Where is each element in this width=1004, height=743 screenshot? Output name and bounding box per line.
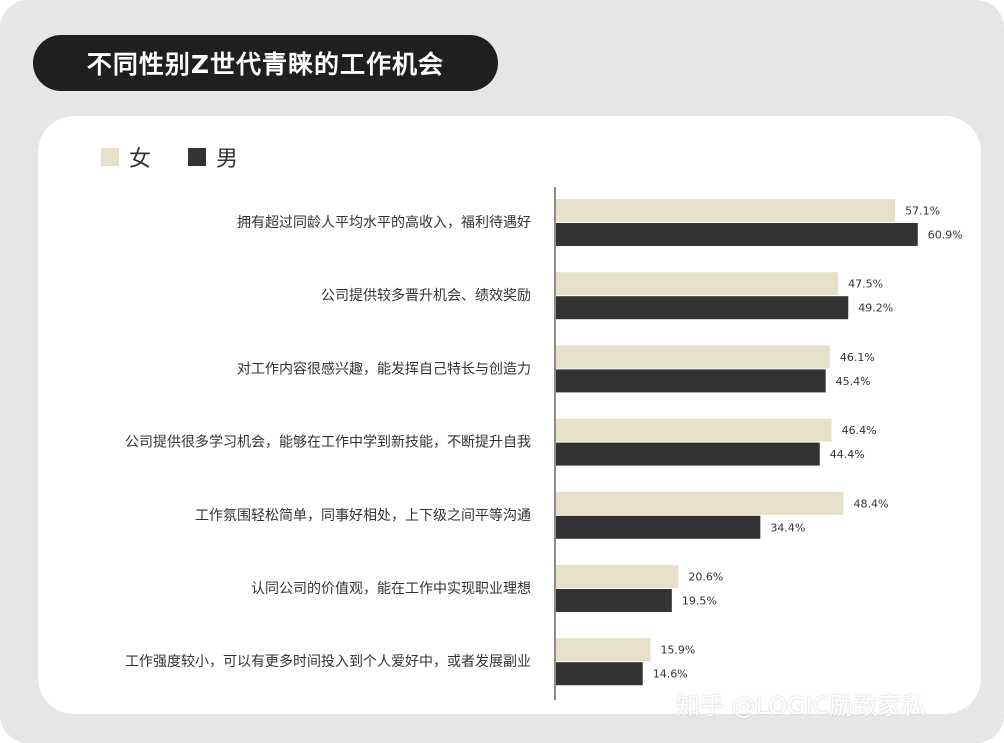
- data-label-male: 44.4%: [830, 448, 865, 461]
- bar-male: [556, 296, 849, 320]
- category-label: 拥有超过同龄人平均水平的高收入，福利待遇好: [237, 214, 531, 231]
- data-label-female: 57.1%: [905, 205, 940, 218]
- data-label-male: 49.2%: [858, 302, 893, 315]
- bar-male: [556, 223, 918, 246]
- bar-male: [556, 442, 820, 466]
- bar-female: [556, 418, 832, 442]
- bar-female: [556, 345, 830, 369]
- title-pill: 不同性别Z世代青睐的工作机会: [33, 35, 498, 91]
- data-label-female: 20.6%: [688, 571, 723, 584]
- data-label-female: 47.5%: [848, 278, 883, 291]
- category-label: 公司提供很多学习机会，能够在工作中学到新技能，不断提升自我: [125, 434, 531, 451]
- data-label-male: 60.9%: [928, 229, 963, 242]
- bar-male: [556, 515, 761, 539]
- category-label: 公司提供较多晋升机会、绩效奖励: [321, 287, 531, 304]
- legend-swatch-female: [101, 148, 119, 166]
- category-label: 对工作内容很感兴趣，能发挥自己特长与创造力: [237, 360, 531, 377]
- data-label-female: 48.4%: [853, 497, 888, 510]
- category-label: 工作强度较小，可以有更多时间投入到个人爱好中，或者发展副业: [125, 653, 531, 670]
- legend-item-male: 男: [188, 144, 239, 172]
- legend-swatch-male: [188, 148, 206, 166]
- bar-female: [556, 272, 839, 296]
- data-label-male: 19.5%: [682, 595, 717, 608]
- category-label: 认同公司的价值观，能在工作中实现职业理想: [251, 581, 531, 597]
- bar-female: [556, 491, 844, 515]
- bar-male: [556, 662, 643, 686]
- legend-label-male: 男: [216, 147, 239, 172]
- data-label-female: 46.1%: [840, 351, 875, 364]
- bar-female: [556, 199, 896, 222]
- data-label-female: 15.9%: [660, 644, 695, 657]
- data-label-male: 34.4%: [770, 521, 805, 534]
- chart-title: 不同性别Z世代青睐的工作机会: [86, 50, 445, 79]
- data-label-female: 46.4%: [842, 424, 877, 437]
- category-label: 工作氛围轻松简单，同事好相处，上下级之间平等沟通: [195, 507, 531, 524]
- bar-female: [556, 565, 679, 588]
- bar-male: [556, 589, 672, 612]
- data-label-male: 14.6%: [653, 668, 688, 681]
- bar-male: [556, 369, 826, 393]
- legend-label-female: 女: [129, 147, 152, 172]
- bar-female: [556, 638, 651, 662]
- watermark: 知乎 @LOGIC励致家私: [676, 692, 926, 720]
- data-label-male: 45.4%: [836, 375, 871, 388]
- legend-item-female: 女: [101, 144, 152, 172]
